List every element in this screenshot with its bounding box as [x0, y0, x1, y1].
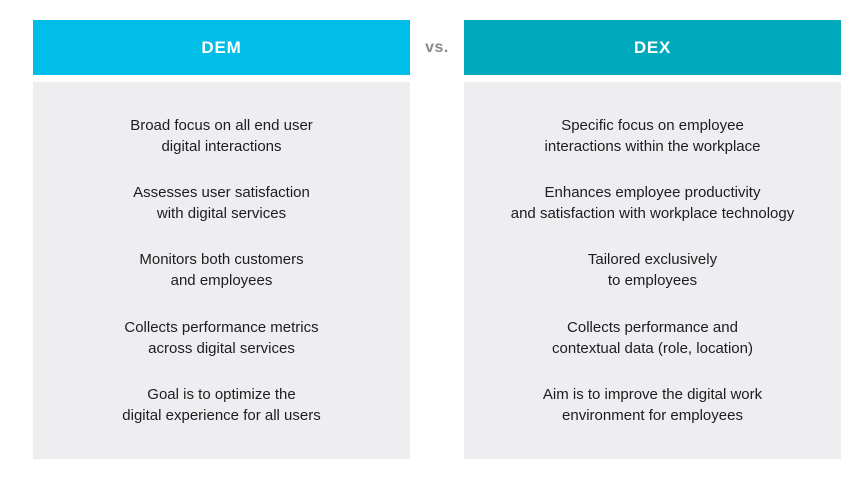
dex-header-label: DEX	[633, 37, 672, 57]
dem-header-label: DEM	[201, 37, 242, 57]
dex-column: DEX Specific focus on employee interacti…	[464, 20, 841, 459]
vs-label: vs.	[425, 38, 449, 56]
dex-body: Specific focus on employee interactions …	[464, 82, 841, 459]
dem-body: Broad focus on all end user digital inte…	[33, 82, 410, 459]
comparison-table: DEM Broad focus on all end user digital …	[33, 20, 841, 459]
dem-row-5: Goal is to optimize the digital experien…	[122, 385, 321, 424]
dex-row-5: Aim is to improve the digital work envir…	[542, 385, 763, 424]
dex-row-2: Enhances employee productivity and satis…	[510, 184, 795, 223]
dex-row-1: Specific focus on employee interactions …	[544, 117, 761, 156]
vs-separator: vs.	[410, 20, 464, 75]
dem-row-2: Assesses user satisfaction with digital …	[133, 184, 310, 223]
dex-header: DEX	[464, 20, 841, 75]
dem-header: DEM	[33, 20, 410, 75]
dex-row-3: Tailored exclusively to employees	[587, 251, 718, 290]
dem-row-1: Broad focus on all end user digital inte…	[130, 117, 313, 156]
dex-row-4: Collects performance and contextual data…	[552, 318, 753, 357]
dem-row-3: Monitors both customers and employees	[139, 251, 304, 290]
dem-row-4: Collects performance metrics across digi…	[124, 318, 319, 357]
dem-column: DEM Broad focus on all end user digital …	[33, 20, 410, 459]
